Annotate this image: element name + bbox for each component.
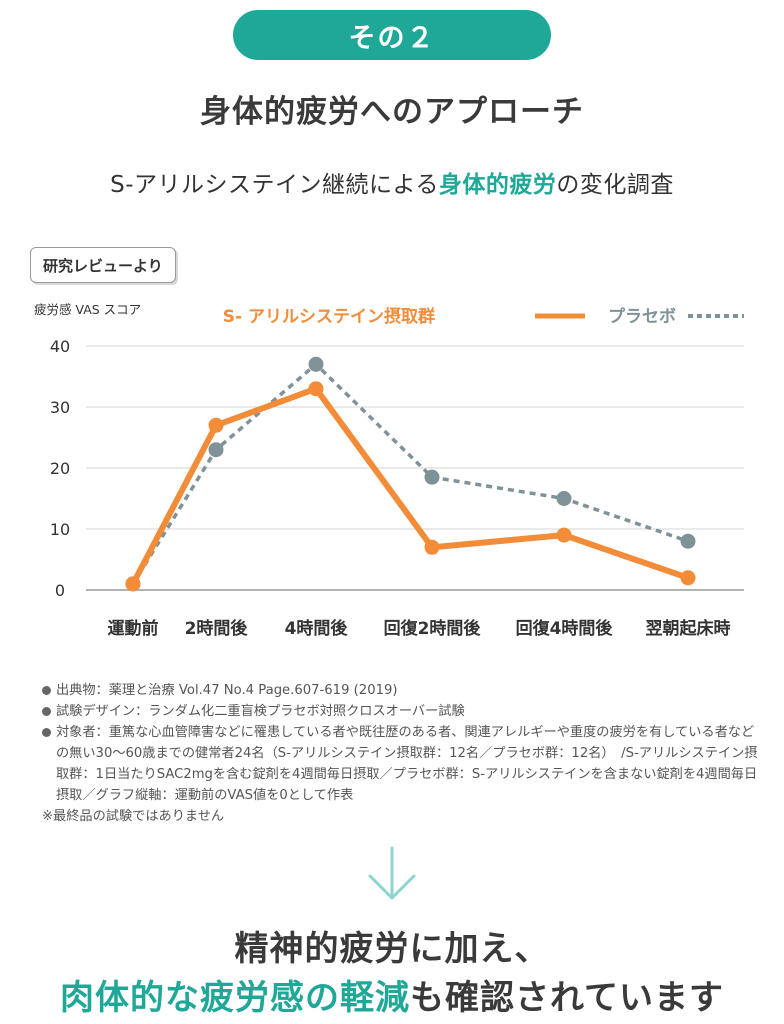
chart-subtitle: S-アリルシステイン継続による身体的疲労の変化調査 [0, 165, 784, 199]
y-tick-label: 30 [50, 398, 70, 417]
x-tick-label: 2時間後 [185, 618, 249, 639]
y-tick-labels: 0 10 20 30 40 [50, 337, 70, 600]
conclusion-line-2: 肉体的な疲労感の軽減も確認されています [0, 970, 784, 1019]
data-point-sac [125, 576, 141, 592]
x-tick-label: 運動前 [108, 618, 159, 639]
x-tick-label: 4時間後 [285, 618, 349, 639]
vas-line-chart: 疲労感 VAS スコア S- アリルシステイン摂取群 プラセボ 0 10 20 30 4… [34, 302, 744, 639]
data-point-placebo [424, 469, 440, 485]
y-tick-label: 40 [50, 337, 70, 356]
section-number-label: その２ [348, 22, 436, 54]
data-point-placebo [680, 533, 696, 549]
x-tick-labels: 運動前 2時間後 4時間後 回復2時間後 回復4時間後 翌朝起床時 [108, 618, 731, 639]
data-point-sac [208, 417, 224, 433]
data-point-sac [680, 570, 696, 586]
subtitle-suffix: の変化調査 [556, 172, 674, 198]
data-point-sac [308, 381, 324, 397]
source-badge-label: 研究レビューより [43, 256, 163, 275]
gridlines [86, 345, 744, 591]
series-lines [125, 356, 696, 592]
series-line-sac [130, 385, 691, 587]
data-point-sac [556, 527, 572, 543]
down-arrow-icon [368, 846, 416, 900]
data-point-sac [424, 539, 440, 555]
source-badge: 研究レビューより [30, 247, 176, 283]
data-point-placebo [208, 442, 224, 458]
subtitle-prefix: S-アリルシステイン継続による [110, 172, 439, 198]
y-tick-label: 0 [55, 581, 65, 600]
legend-label-placebo: プラセボ [608, 306, 676, 327]
y-tick-label: 10 [50, 520, 70, 539]
series-line-placebo [131, 362, 689, 585]
conclusion-suffix: も確認されています [410, 978, 724, 1018]
y-axis-label: 疲労感 VAS スコア [34, 302, 141, 317]
x-tick-label: 回復2時間後 [384, 618, 482, 639]
conclusion-highlight: 肉体的な疲労感の軽減 [60, 978, 410, 1018]
study-notes: 出典物：薬理と治療 Vol.47 No.4 Page.607-619 (2019… [42, 680, 762, 827]
conclusion-line-1: 精神的疲労に加え、 [234, 929, 550, 969]
note-subjects: 対象者：重篤な心血管障害などに罹患している者や既往歴のある者、関連アレルギーや重… [42, 722, 762, 806]
note-source: 出典物：薬理と治療 Vol.47 No.4 Page.607-619 (2019… [42, 680, 762, 701]
note-design: 試験デザイン：ランダム化二重盲検プラセボ対照クロスオーバー試験 [42, 701, 762, 722]
footnote: ※最終品の試験ではありません [42, 809, 225, 824]
y-tick-label: 20 [50, 459, 70, 478]
data-point-placebo [556, 491, 572, 506]
section-number-pill: その２ [233, 10, 551, 60]
data-point-placebo [308, 356, 324, 372]
legend-label-sac: S- アリルシステイン摂取群 [223, 306, 435, 327]
page-title: 身体的疲労へのアプローチ [200, 94, 584, 130]
x-tick-label: 回復4時間後 [516, 618, 614, 639]
chart-legend: S- アリルシステイン摂取群 プラセボ [223, 306, 744, 327]
subtitle-highlight: 身体的疲労 [438, 172, 557, 198]
x-tick-label: 翌朝起床時 [646, 618, 731, 639]
